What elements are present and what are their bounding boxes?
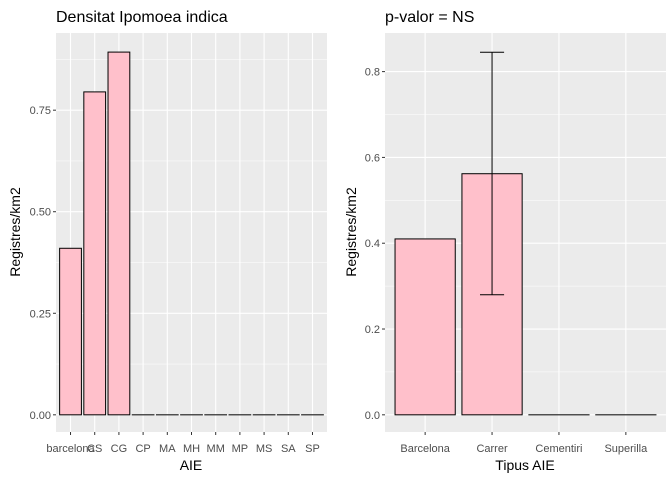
y-tick-label: 0.2: [365, 324, 380, 336]
bars: [59, 51, 324, 416]
x-axis-title: Tipus AIE: [495, 457, 554, 473]
x-tick-label: MA: [159, 443, 176, 455]
bar-cs: [83, 91, 107, 416]
x-tick-label: Carrer: [476, 443, 508, 455]
x-axis: Barcelona Carrer Cementiri Superilla: [400, 432, 648, 455]
y-tick-label: 0.25: [30, 308, 51, 320]
y-tick-label: 0.50: [30, 207, 51, 219]
y-tick-label: 0.6: [365, 152, 380, 164]
y-axis-title: Registres/km2: [343, 187, 359, 277]
y-tick-label: 0.4: [365, 238, 380, 250]
x-axis-title: AIE: [180, 457, 203, 473]
x-tick-label: Barcelona: [400, 443, 450, 455]
y-tick-label: 0.75: [30, 105, 51, 117]
chart-density-by-aie-type: p-valor = NS 0.0 0.2 0.4 0.6 0.8 Barcelona Ca…: [343, 9, 666, 473]
x-tick-label: MM: [207, 443, 225, 455]
x-tick-label: SA: [281, 443, 296, 455]
x-tick-label: CP: [135, 443, 150, 455]
y-tick-label: 0.8: [365, 67, 380, 79]
x-tick-label: Cementiri: [535, 443, 582, 455]
x-tick-label: SP: [305, 443, 320, 455]
chart-density-by-aie: Densitat Ipomoea indica 0.00 0.25 0.50 0.75…: [7, 9, 327, 473]
x-tick-label: barcelona: [46, 443, 95, 455]
y-axis: 0.00 0.25 0.50 0.75: [30, 105, 56, 422]
y-axis: 0.0 0.2 0.4 0.6 0.8: [365, 67, 385, 422]
y-tick-label: 0.0: [365, 410, 380, 422]
bar-cg: [107, 51, 131, 416]
error-bars: [480, 51, 505, 296]
x-tick-label: CG: [111, 443, 128, 455]
chart-title: Densitat Ipomoea indica: [56, 9, 228, 26]
x-tick-label: MP: [232, 443, 249, 455]
x-tick-label: CS: [87, 443, 102, 455]
bar-barcelona: [59, 247, 82, 416]
y-axis-title: Registres/km2: [7, 187, 23, 277]
bar-barcelona: [394, 238, 456, 416]
x-tick-label: Superilla: [604, 443, 648, 455]
y-tick-label: 0.00: [30, 410, 51, 422]
x-tick-label: MH: [183, 443, 200, 455]
chart-title: p-valor = NS: [385, 9, 474, 26]
x-tick-label: MS: [256, 443, 273, 455]
